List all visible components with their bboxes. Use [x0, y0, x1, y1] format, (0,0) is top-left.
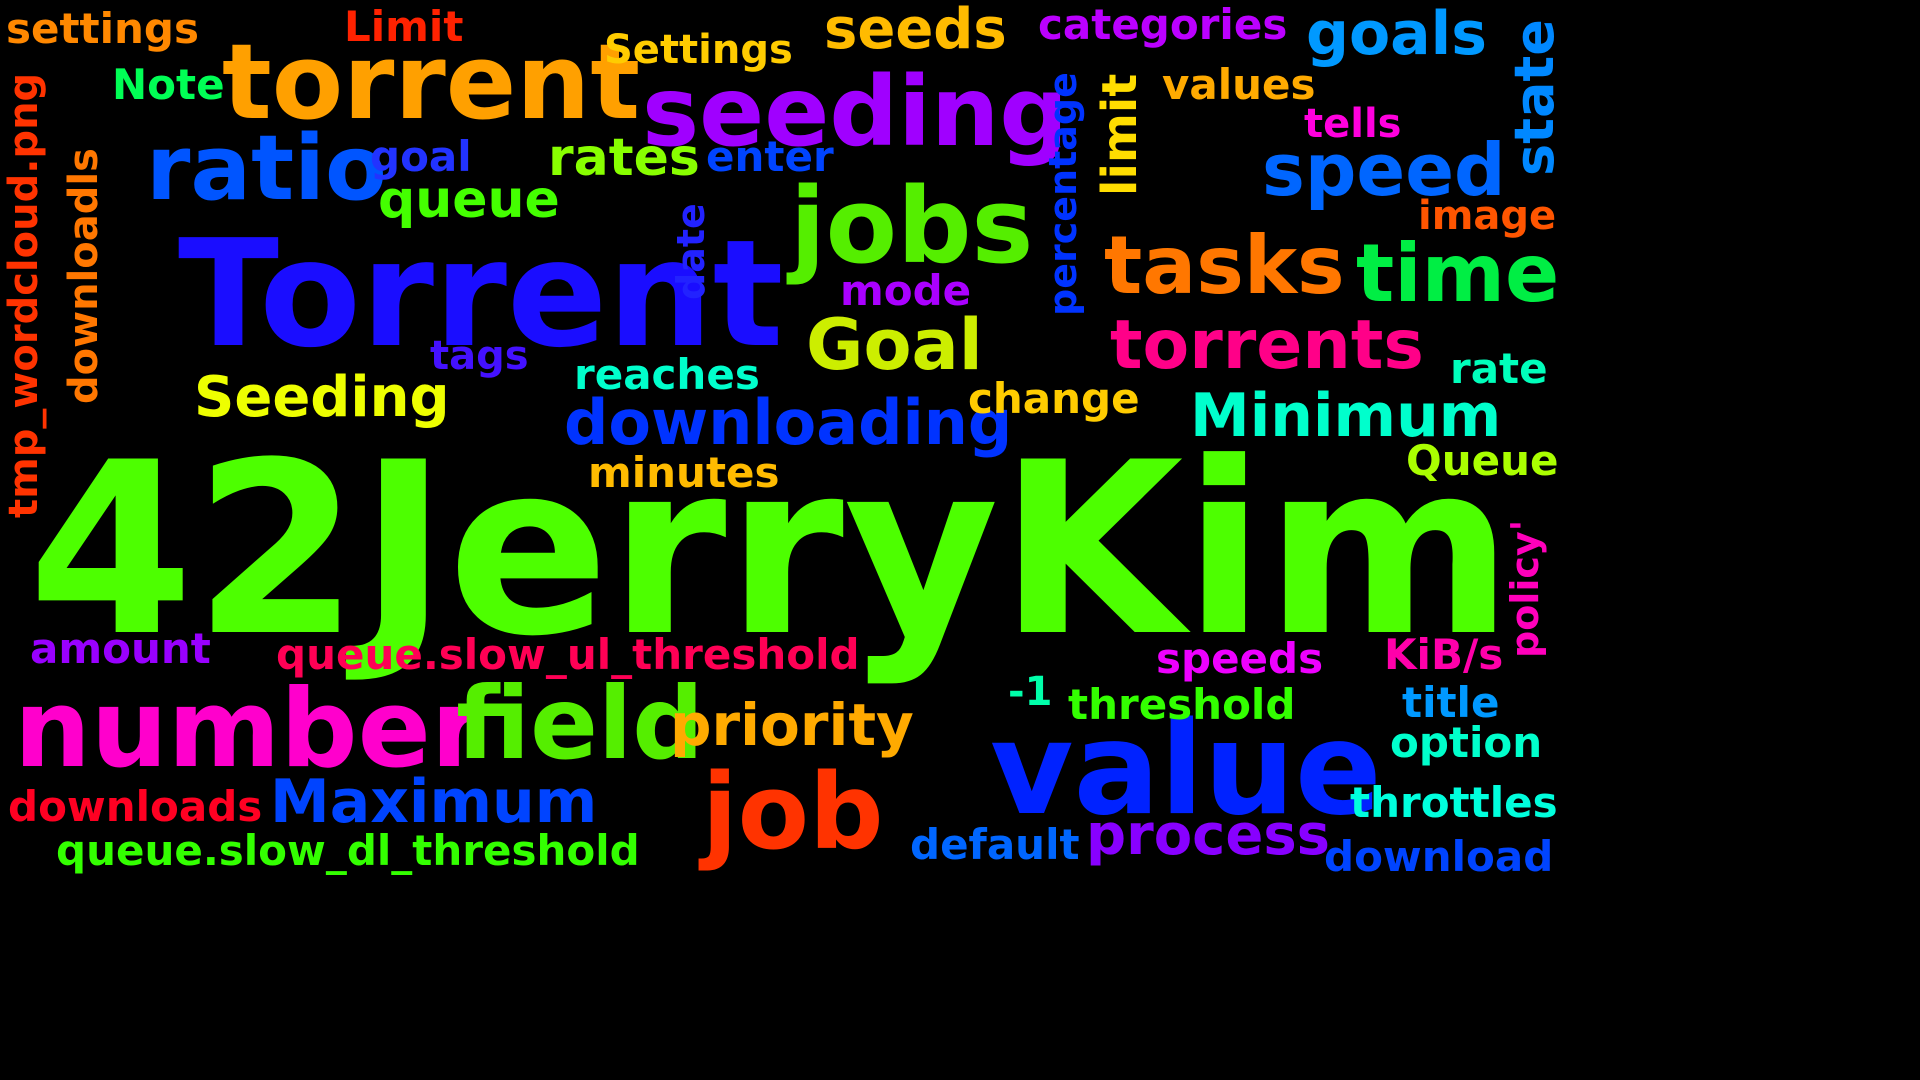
- word-date: date: [669, 203, 713, 300]
- word-ratio: ratio: [146, 116, 387, 221]
- word-downloads: downloads: [8, 782, 263, 831]
- word-title: title: [1402, 678, 1500, 727]
- word-jobs: jobs: [790, 165, 1034, 287]
- word-field: field: [456, 665, 704, 782]
- word-rates: rates: [548, 128, 700, 188]
- word-state: state: [1503, 19, 1566, 176]
- word-throttles: throttles: [1350, 778, 1558, 827]
- word-option: option: [1390, 718, 1543, 767]
- word-job: job: [702, 751, 884, 873]
- word-goal: goal: [370, 132, 472, 181]
- word-value: value: [990, 695, 1382, 844]
- word-amount: amount: [30, 624, 211, 673]
- word-mode: mode: [840, 266, 972, 315]
- word-minimum: Minimum: [1190, 381, 1502, 451]
- word-speed: speed: [1262, 128, 1506, 212]
- word-values: values: [1162, 60, 1316, 109]
- word-downloading: downloading: [564, 386, 1013, 459]
- word-seeds: seeds: [824, 0, 1007, 62]
- word-tells: tells: [1304, 101, 1402, 147]
- word-priority: priority: [670, 691, 914, 759]
- word-download: download: [1324, 832, 1554, 881]
- word-42jerrykim: 42JerryKim: [28, 412, 1514, 689]
- word-time: time: [1356, 227, 1560, 320]
- word-kibs: KiB/s: [1384, 630, 1504, 679]
- word-speeds: speeds: [1156, 634, 1324, 683]
- word-settings-capital: Settings: [604, 27, 793, 73]
- word-tmp-wordcloud-png: tmp_wordcloud.png: [1, 72, 47, 518]
- word-torrents: torrents: [1110, 306, 1424, 385]
- word-torrent-capital: Torrent: [178, 208, 784, 380]
- word-process: process: [1086, 803, 1331, 868]
- word-rate: rate: [1450, 344, 1548, 393]
- word-maximum: Maximum: [270, 767, 598, 837]
- word-default: default: [910, 820, 1080, 869]
- word-number: number: [14, 667, 485, 792]
- word-policy: policy': [1503, 519, 1547, 658]
- word-minus-one: -1: [1008, 669, 1053, 715]
- word-enter: enter: [706, 132, 834, 181]
- word-change: change: [968, 374, 1140, 423]
- word-image: image: [1418, 193, 1557, 239]
- word-downloadls: downloadls: [61, 148, 107, 404]
- word-percentage: percentage: [1041, 72, 1085, 316]
- word-settings: settings: [6, 4, 199, 53]
- word-queue-slow-ul-threshold: queue.slow_ul_threshold: [276, 630, 860, 679]
- word-queue-slow-dl-threshold: queue.slow_dl_threshold: [56, 826, 640, 875]
- word-goals: goals: [1306, 0, 1487, 69]
- word-tasks: tasks: [1104, 219, 1345, 312]
- word-note: Note: [112, 60, 225, 109]
- word-queue: queue: [378, 170, 560, 230]
- word-seeding-capital: Seeding: [194, 365, 450, 430]
- word-threshold: threshold: [1068, 680, 1296, 729]
- word-torrent: torrent: [222, 21, 641, 143]
- word-limit: limit: [1092, 73, 1148, 196]
- word-reaches: reaches: [574, 350, 760, 399]
- word-queue-capital: Queue: [1406, 436, 1559, 485]
- word-categories: categories: [1038, 0, 1288, 49]
- word-minutes: minutes: [588, 448, 780, 497]
- word-seeding: seeding: [642, 56, 1069, 168]
- word-tags: tags: [430, 333, 529, 379]
- word-limit-capital: Limit: [344, 2, 464, 51]
- word-goal-capital: Goal: [806, 304, 983, 386]
